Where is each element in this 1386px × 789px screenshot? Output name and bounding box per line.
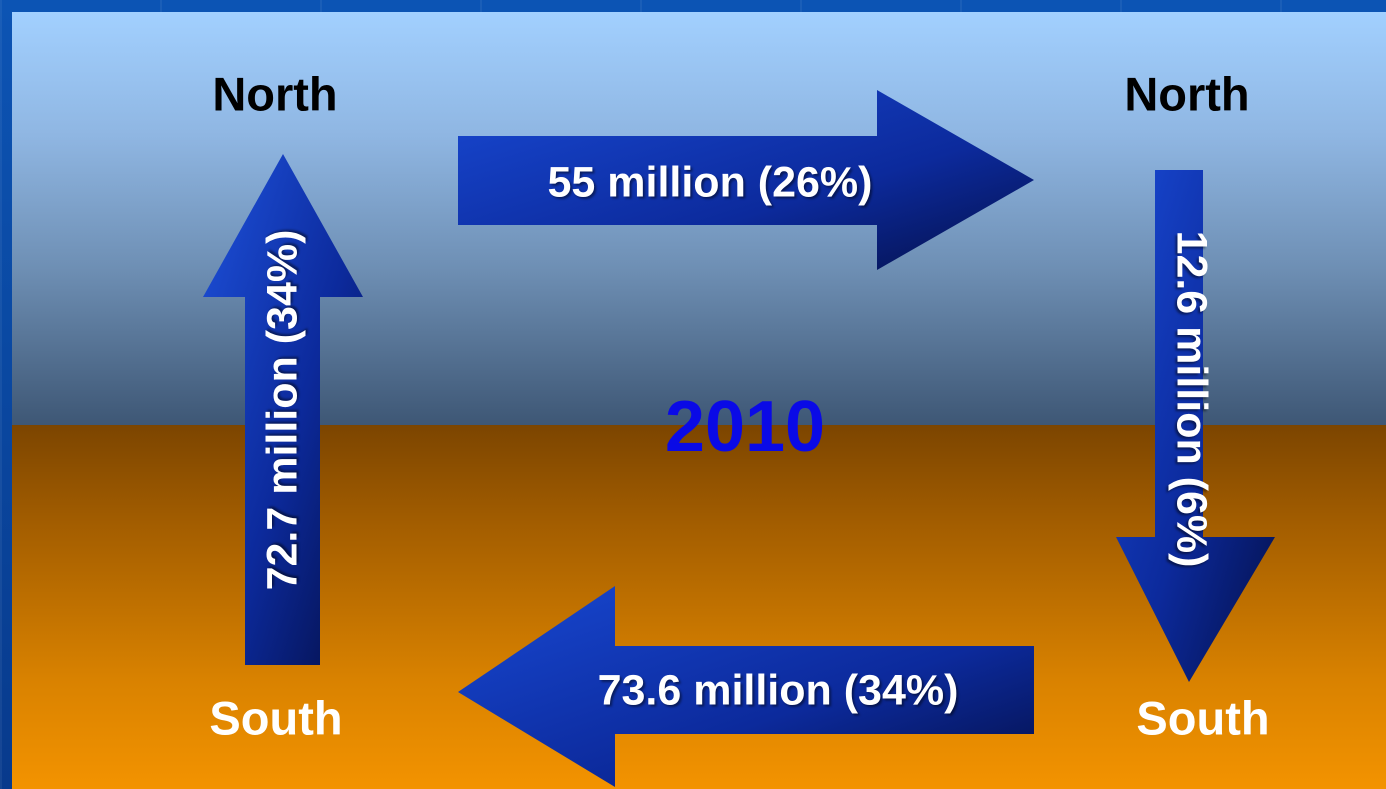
- year-label: 2010: [664, 387, 826, 467]
- flow-label-south-to-north: 72.7 million (34%): [258, 229, 307, 591]
- south-label-left: South: [209, 691, 343, 745]
- arrow-south-to-north: [203, 154, 363, 665]
- flow-label-south-to-south: 73.6 million (34%): [597, 666, 959, 715]
- flow-label-north-to-north: 55 million (26%): [547, 158, 873, 207]
- flow-arrows: [203, 90, 1275, 787]
- south-label-right: South: [1136, 691, 1270, 745]
- arrow-north-to-north: [458, 90, 1034, 270]
- arrow-south-to-south: [458, 586, 1034, 787]
- north-label-left: North: [212, 67, 338, 121]
- arrow-north-to-south: [1116, 170, 1275, 682]
- flow-label-north-to-south: 12.6 million (6%): [1167, 230, 1216, 568]
- diagram-panel: North North South South 2010 55 million …: [12, 12, 1386, 789]
- north-label-right: North: [1124, 67, 1250, 121]
